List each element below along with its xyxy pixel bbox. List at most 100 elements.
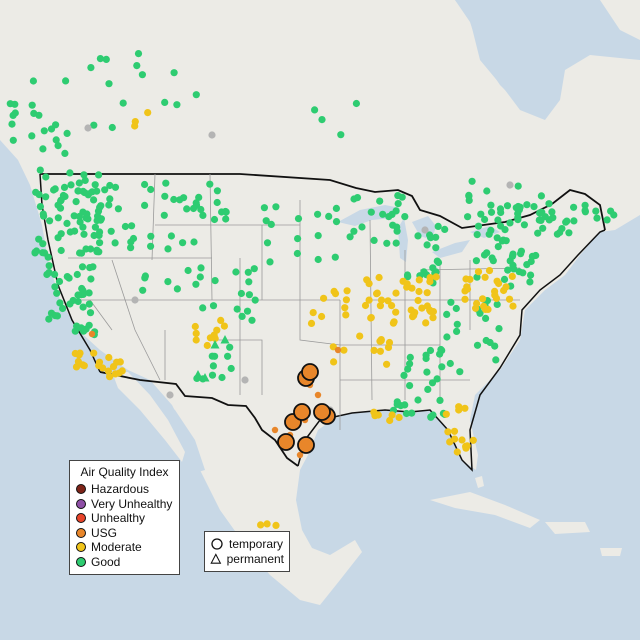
station-marker (526, 278, 534, 286)
station-marker (102, 55, 110, 64)
station-marker (495, 325, 503, 333)
station-marker (483, 187, 491, 195)
station-marker (52, 136, 60, 144)
station-marker (383, 360, 391, 368)
station-marker (196, 273, 204, 281)
station-marker (90, 231, 98, 240)
station-marker (77, 324, 85, 332)
station-marker (570, 217, 578, 225)
station-marker (170, 195, 178, 204)
station-marker (377, 296, 386, 304)
station-marker (527, 271, 535, 279)
station-marker (244, 268, 252, 276)
station-marker (426, 278, 434, 286)
station-marker (8, 120, 16, 128)
station-marker (116, 358, 124, 366)
monitoring-stations (6, 50, 618, 530)
station-marker (307, 319, 316, 327)
station-marker (456, 368, 464, 376)
station-marker (415, 276, 423, 284)
station-marker (461, 404, 469, 412)
station-marker (428, 379, 437, 387)
station-marker (558, 225, 566, 233)
station-marker (11, 100, 19, 108)
station-marker (342, 311, 350, 319)
station-marker (491, 287, 499, 295)
station-marker (414, 232, 422, 240)
station-marker (141, 180, 149, 189)
station-marker (492, 294, 501, 302)
station-marker (90, 196, 98, 204)
station-marker (434, 222, 442, 230)
station-marker (408, 409, 416, 417)
station-marker (422, 319, 430, 327)
station-marker (400, 371, 408, 379)
station-marker (453, 448, 461, 456)
station-marker (139, 286, 147, 294)
station-marker (377, 336, 385, 344)
station-marker (461, 295, 469, 303)
station-marker (61, 149, 69, 157)
station-marker (213, 187, 221, 195)
station-marker (494, 216, 502, 224)
station-marker (39, 145, 47, 153)
station-marker (106, 181, 114, 190)
station-marker (267, 220, 275, 228)
station-marker (421, 226, 429, 234)
station-marker (388, 411, 396, 419)
station-marker (444, 428, 452, 436)
station-marker (329, 343, 337, 351)
station-marker (390, 318, 398, 326)
station-marker (40, 127, 48, 135)
state-borders (68, 173, 521, 430)
station-marker (477, 210, 485, 218)
station-marker (426, 306, 434, 314)
station-marker (28, 101, 36, 109)
station-marker (535, 216, 543, 224)
station-marker (464, 213, 472, 221)
station-marker (54, 142, 62, 150)
station-marker (227, 364, 235, 373)
station-marker (365, 296, 373, 304)
legend-label: temporary (229, 537, 284, 552)
station-marker (192, 280, 200, 288)
station-marker (76, 218, 84, 226)
station-marker (86, 309, 95, 317)
station-marker (539, 224, 547, 232)
station-marker (164, 278, 172, 286)
legend-item-moderate: Moderate (76, 540, 173, 555)
station-marker (190, 238, 198, 246)
permanent-station-marker (200, 373, 210, 382)
baja-california (112, 372, 185, 462)
station-marker (388, 302, 396, 310)
station-marker (503, 202, 512, 210)
station-marker (376, 197, 384, 205)
station-marker (495, 279, 503, 288)
station-marker (418, 304, 426, 312)
station-marker (213, 326, 221, 334)
station-marker (179, 239, 187, 247)
station-marker (426, 346, 435, 355)
station-marker (243, 307, 252, 315)
station-marker (80, 171, 88, 179)
station-marker (29, 77, 37, 85)
station-marker (263, 239, 272, 247)
station-marker (128, 222, 136, 230)
station-marker (403, 280, 411, 288)
station-marker (161, 98, 169, 106)
station-marker (54, 214, 62, 222)
station-marker (79, 286, 87, 294)
station-marker (332, 204, 340, 212)
station-marker (106, 195, 114, 203)
station-marker (192, 329, 200, 337)
station-marker (224, 352, 232, 360)
permanent-station-marker (210, 340, 220, 349)
station-marker (376, 302, 384, 310)
station-marker (432, 244, 440, 252)
station-marker (93, 187, 101, 195)
station-marker (203, 341, 211, 350)
station-marker (331, 253, 339, 261)
station-marker (173, 285, 181, 293)
station-marker (509, 302, 517, 310)
station-marker (353, 194, 362, 202)
